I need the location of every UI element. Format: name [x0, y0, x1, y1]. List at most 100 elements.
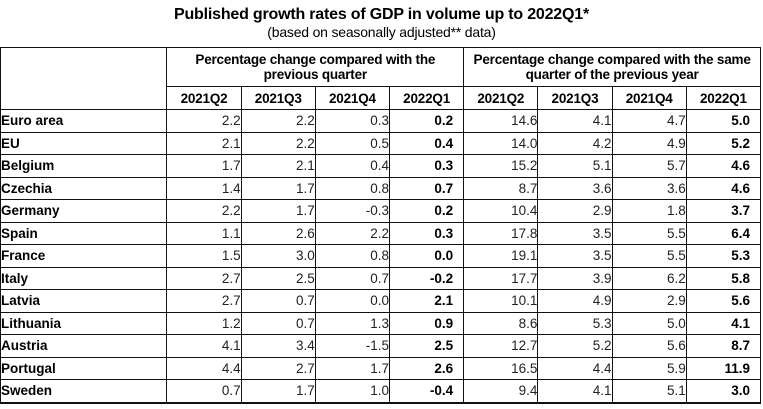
table-row: Belgium 1.7 2.1 0.4 0.3 15.2 5.1 5.7 4.6: [0, 154, 762, 178]
table-row: Portugal 4.4 2.7 1.7 2.6 16.5 4.4 5.9 11.9: [0, 356, 762, 380]
value-cell: 0.8: [314, 176, 390, 200]
period-header: 2021Q3: [537, 86, 613, 110]
value-cell: -0.2: [388, 266, 465, 290]
country-label: Italy: [0, 266, 168, 290]
value-cell: 4.7: [611, 109, 687, 133]
value-cell: 12.7: [463, 334, 539, 358]
value-cell: 6.2: [611, 266, 687, 290]
value-cell: 15.2: [463, 154, 539, 178]
value-cell: 14.6: [463, 109, 539, 133]
country-label: Sweden: [0, 379, 168, 404]
period-header: 2022Q1: [685, 86, 762, 110]
value-cell: 4.6: [685, 154, 762, 178]
value-cell: 17.7: [463, 266, 539, 290]
table-title: Published growth rates of GDP in volume …: [174, 6, 589, 23]
value-cell: 4.2: [537, 131, 613, 155]
value-cell: 5.3: [685, 244, 762, 268]
value-cell: 0.7: [240, 311, 316, 335]
value-cell: 4.4: [537, 356, 613, 380]
value-cell: 4.1: [537, 109, 613, 133]
value-cell: 2.1: [240, 154, 316, 178]
country-label: Lithuania: [0, 311, 168, 335]
value-cell: 2.2: [314, 221, 390, 245]
country-label: Czechia: [0, 176, 168, 200]
gdp-growth-table: Percentage change compared with the prev…: [0, 47, 762, 404]
country-label: Latvia: [0, 289, 168, 313]
value-cell: 2.7: [166, 289, 242, 313]
value-cell: 10.1: [463, 289, 539, 313]
value-cell: 2.7: [240, 356, 316, 380]
period-header: 2021Q3: [240, 86, 316, 110]
group-header-yoy: Percentage change compared with the same…: [463, 47, 761, 87]
value-cell: 0.7: [240, 289, 316, 313]
value-cell: 5.3: [537, 311, 613, 335]
period-header: 2021Q4: [314, 86, 390, 110]
table-row: Austria 4.1 3.4 -1.5 2.5 12.7 5.2 5.6 8.7: [0, 334, 762, 358]
value-cell: 5.6: [685, 289, 762, 313]
value-cell: 2.5: [240, 266, 316, 290]
value-cell: 1.2: [166, 311, 242, 335]
value-cell: 3.6: [537, 176, 613, 200]
country-label: Austria: [0, 334, 168, 358]
value-cell: 10.4: [463, 199, 539, 223]
period-header: 2021Q4: [611, 86, 687, 110]
value-cell: 2.2: [166, 199, 242, 223]
value-cell: 2.2: [240, 109, 316, 133]
value-cell: 14.0: [463, 131, 539, 155]
value-cell: 3.0: [685, 379, 762, 404]
table-row: Latvia 2.7 0.7 0.0 2.1 10.1 4.9 2.9 5.6: [0, 289, 762, 313]
table-row: Czechia 1.4 1.7 0.8 0.7 8.7 3.6 3.6 4.6: [0, 176, 762, 200]
value-cell: 3.5: [537, 221, 613, 245]
value-cell: 0.0: [388, 244, 465, 268]
value-cell: 0.7: [388, 176, 465, 200]
country-label: Euro area: [0, 109, 168, 133]
value-cell: 5.2: [685, 131, 762, 155]
value-cell: 9.4: [463, 379, 539, 404]
value-cell: 19.1: [463, 244, 539, 268]
value-cell: 3.9: [537, 266, 613, 290]
value-cell: 2.5: [388, 334, 465, 358]
value-cell: 16.5: [463, 356, 539, 380]
value-cell: 2.1: [388, 289, 465, 313]
value-cell: 5.8: [685, 266, 762, 290]
value-cell: 0.7: [166, 379, 242, 404]
corner-cell: [0, 47, 168, 110]
value-cell: 0.3: [388, 154, 465, 178]
table-row: Spain 1.1 2.6 2.2 0.3 17.8 3.5 5.5 6.4: [0, 221, 762, 245]
table-row: EU 2.1 2.2 0.5 0.4 14.0 4.2 4.9 5.2: [0, 131, 762, 155]
value-cell: 0.4: [314, 154, 390, 178]
group-header-row: Percentage change compared with the prev…: [0, 47, 761, 110]
value-cell: 0.8: [314, 244, 390, 268]
value-cell: 4.6: [685, 176, 762, 200]
value-cell: 6.4: [685, 221, 762, 245]
value-cell: 3.5: [537, 244, 613, 268]
value-cell: 3.7: [685, 199, 762, 223]
table-row: Euro area 2.2 2.2 0.3 0.2 14.6 4.1 4.7 5.0: [0, 109, 762, 133]
period-header-row: 2021Q2 2021Q3 2021Q4 2022Q1 2021Q2 2021Q…: [1, 86, 762, 110]
value-cell: 3.0: [240, 244, 316, 268]
value-cell: 2.6: [240, 221, 316, 245]
value-cell: 0.3: [388, 221, 465, 245]
value-cell: 1.3: [314, 311, 390, 335]
value-cell: 5.1: [537, 154, 613, 178]
value-cell: 1.8: [611, 199, 687, 223]
value-cell: 5.2: [537, 334, 613, 358]
period-header: 2021Q2: [166, 86, 242, 110]
value-cell: 8.7: [685, 334, 762, 358]
value-cell: 1.7: [240, 199, 316, 223]
value-cell: 4.9: [611, 131, 687, 155]
value-cell: 1.7: [166, 154, 242, 178]
country-label: Spain: [0, 221, 168, 245]
value-cell: 4.1: [685, 311, 762, 335]
value-cell: 0.4: [388, 131, 465, 155]
value-cell: 1.0: [314, 379, 390, 404]
table-subtitle: (based on seasonally adjusted** data): [267, 24, 496, 40]
table-row: France 1.5 3.0 0.8 0.0 19.1 3.5 5.5 5.3: [0, 244, 762, 268]
value-cell: 1.5: [166, 244, 242, 268]
value-cell: -0.4: [388, 379, 465, 404]
value-cell: 4.1: [537, 379, 613, 404]
value-cell: 1.4: [166, 176, 242, 200]
value-cell: 2.9: [611, 289, 687, 313]
country-label: Portugal: [0, 356, 168, 380]
country-label: Germany: [0, 199, 168, 223]
